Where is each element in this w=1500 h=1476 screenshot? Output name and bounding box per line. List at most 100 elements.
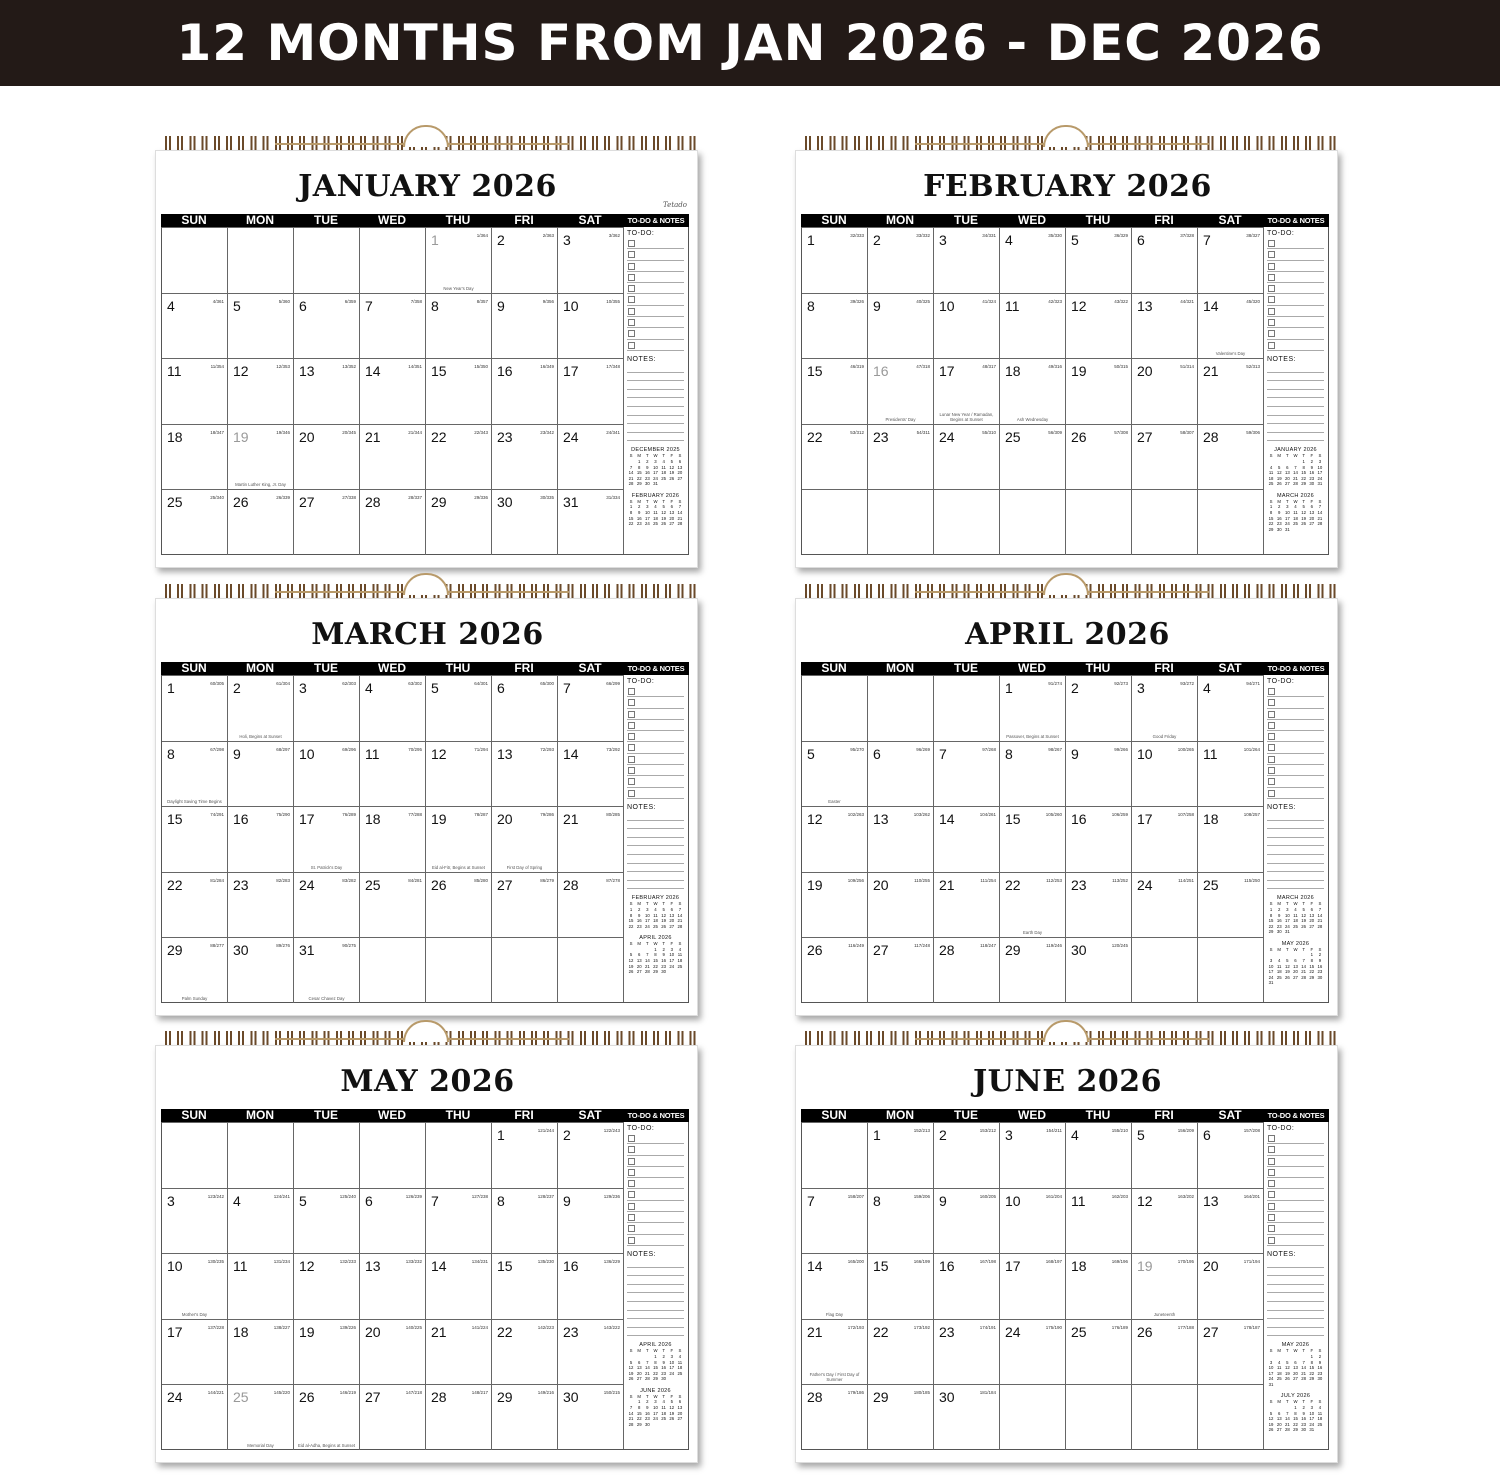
day-cell — [294, 1122, 360, 1188]
day-number: 24 — [563, 428, 579, 445]
todo-checkbox-line[interactable] — [1267, 776, 1324, 788]
day-cell: 4 4/361 — [162, 292, 228, 359]
day-number: 17 — [1005, 1258, 1021, 1275]
todo-checkbox-line[interactable] — [1267, 709, 1324, 720]
notes-line — [1267, 364, 1324, 373]
todo-checkbox-line[interactable] — [627, 294, 684, 306]
todo-checkbox-line[interactable] — [627, 238, 684, 250]
todo-checkbox-line[interactable] — [1267, 1178, 1324, 1190]
todo-checkbox-line[interactable] — [1267, 1212, 1324, 1224]
todo-checkbox-line[interactable] — [1267, 328, 1324, 340]
todo-checkbox-line[interactable] — [1267, 1235, 1324, 1246]
todo-checkbox-line[interactable] — [1267, 1189, 1324, 1201]
todo-checkbox-line[interactable] — [627, 1156, 684, 1167]
todo-checkbox-line[interactable] — [627, 306, 684, 318]
todo-checkbox-line[interactable] — [1267, 754, 1324, 766]
todo-checkbox-line[interactable] — [627, 283, 684, 295]
mini-weekday: M — [1277, 901, 1281, 907]
todo-checkbox-line[interactable] — [627, 1201, 684, 1213]
mini-weekday: S — [678, 453, 682, 459]
day-number: 2 — [563, 1127, 571, 1143]
day-cell: 14 104/261 — [934, 806, 1000, 872]
todo-checkbox-line[interactable] — [1267, 731, 1324, 743]
todo-checkbox-line[interactable] — [1267, 1167, 1324, 1179]
todo-checkbox-line[interactable] — [1267, 1201, 1324, 1213]
day-cell: 2 61/304 Holi, Begins at Sunset — [228, 675, 294, 741]
todo-checkbox-line[interactable] — [1267, 261, 1324, 272]
mini-weekday: F — [670, 453, 674, 459]
month-grid: 1 121/244 2 122/243 3 123/242 4 124/241 5 125/240… — [161, 1122, 624, 1450]
todo-checkbox-line[interactable] — [627, 340, 684, 351]
todo-checkbox-line[interactable] — [627, 1235, 684, 1246]
todo-notes-panel: TO-DO: NOTES: MARCH 2026 S M T W T F S 1 2 3 4 5 6 7 8 9 10… — [1263, 675, 1329, 1003]
todo-checkbox-line[interactable] — [1267, 686, 1324, 698]
todo-checkbox-line[interactable] — [1267, 294, 1324, 306]
month-grid: 1 60/305 2 61/304 Holi, Begins at Sunset 3 62/… — [161, 675, 624, 1003]
day-cell: 27 117/248 — [868, 937, 934, 1003]
day-number: 30 — [497, 494, 513, 511]
day-of-year: 80/285 — [606, 812, 620, 818]
mini-day: 11 — [1276, 1365, 1282, 1371]
todo-checkbox-line[interactable] — [627, 328, 684, 340]
todo-checkbox-line[interactable] — [627, 754, 684, 766]
todo-checkbox-line[interactable] — [1267, 317, 1324, 329]
todo-checkbox-line[interactable] — [1267, 238, 1324, 250]
mini-day: 9 — [1310, 464, 1313, 470]
todo-checkbox-line[interactable] — [627, 249, 684, 261]
todo-checkbox-line[interactable] — [1267, 1144, 1324, 1156]
day-of-year: 45/320 — [1246, 298, 1260, 304]
todo-checkbox-line[interactable] — [627, 1144, 684, 1156]
todo-checkbox-line[interactable] — [1267, 306, 1324, 318]
day-of-year: 24/341 — [606, 429, 620, 435]
todo-checkbox-line[interactable] — [1267, 720, 1324, 732]
todo-checkbox-line[interactable] — [1267, 340, 1324, 351]
day-cell: 12 163/202 — [1132, 1187, 1198, 1254]
todo-checkbox-line[interactable] — [627, 1133, 684, 1145]
todo-checkbox-line[interactable] — [1267, 1156, 1324, 1167]
mini-day: 7 — [1294, 464, 1297, 470]
holiday-label: St. Patrick's Day — [310, 864, 343, 870]
todo-checkbox-line[interactable] — [627, 765, 684, 777]
todo-checkbox-line[interactable] — [627, 697, 684, 709]
todo-checkbox-line[interactable] — [1267, 788, 1324, 799]
todo-checkbox-line[interactable] — [1267, 697, 1324, 709]
todo-checkbox-line[interactable] — [627, 686, 684, 698]
todo-checkbox-line[interactable] — [1267, 249, 1324, 261]
todo-checkbox-line[interactable] — [627, 742, 684, 754]
day-number: 5 — [299, 1192, 307, 1209]
todo-checkbox-line[interactable] — [627, 1178, 684, 1190]
day-number: 8 — [497, 1192, 505, 1209]
mini-day: 25 — [1276, 1376, 1282, 1382]
mini-day: 21 — [1301, 969, 1307, 975]
mini-day: 23 — [661, 1370, 667, 1376]
day-of-year: 39/326 — [850, 298, 864, 304]
todo-checkbox-line[interactable] — [627, 272, 684, 284]
hanger-wire — [447, 143, 569, 145]
todo-checkbox-line[interactable] — [1267, 283, 1324, 295]
mini-week-row: 12 13 14 15 16 17 18 — [627, 1365, 684, 1371]
todo-checkbox-line[interactable] — [627, 1167, 684, 1179]
day-cell: 1 91/274 Passover, Begins at Sunset — [1000, 675, 1066, 741]
todo-checkbox-line[interactable] — [1267, 1223, 1324, 1235]
todo-checkbox-line[interactable] — [627, 709, 684, 720]
todo-checkbox-line[interactable] — [1267, 765, 1324, 777]
todo-checkbox-line[interactable] — [1267, 1133, 1324, 1145]
todo-checkbox-line[interactable] — [627, 788, 684, 799]
todo-checkbox-line[interactable] — [627, 720, 684, 732]
todo-checkbox-line[interactable] — [1267, 742, 1324, 754]
day-cell: 16 136/229 — [558, 1253, 624, 1319]
todo-checkbox-line[interactable] — [627, 731, 684, 743]
weekday-label: THU — [1085, 213, 1111, 227]
todo-checkbox-line[interactable] — [627, 261, 684, 272]
day-of-year: 11/354 — [210, 364, 224, 370]
todo-checkbox-line[interactable] — [627, 1223, 684, 1235]
todo-checkbox-line[interactable] — [627, 1212, 684, 1224]
day-of-year: 175/190 — [1045, 1324, 1062, 1330]
todo-checkbox-line[interactable] — [1267, 272, 1324, 284]
mini-day: 11 — [1293, 510, 1298, 516]
todo-checkbox-line[interactable] — [627, 776, 684, 788]
todo-checkbox-line[interactable] — [627, 1189, 684, 1201]
todo-checkbox-line[interactable] — [627, 317, 684, 329]
